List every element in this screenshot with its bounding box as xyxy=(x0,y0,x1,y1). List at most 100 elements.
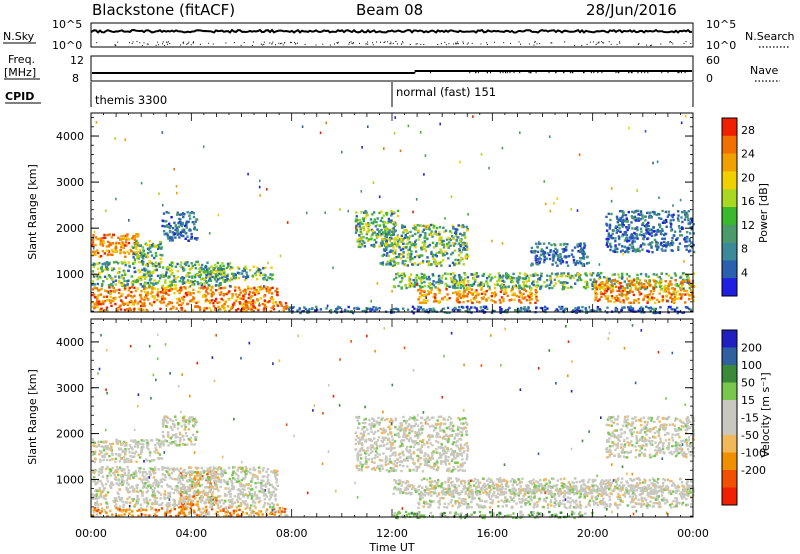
range-cell xyxy=(380,210,383,213)
range-cell xyxy=(151,468,154,471)
range-cell xyxy=(670,276,673,280)
nave-dot xyxy=(222,72,224,74)
range-cell xyxy=(228,290,231,293)
range-cell xyxy=(381,241,384,245)
range-cell xyxy=(132,256,135,259)
range-cell xyxy=(369,310,372,313)
range-cell xyxy=(385,240,388,243)
nave-dot xyxy=(583,72,584,74)
range-cell xyxy=(170,216,173,219)
range-cell xyxy=(214,275,218,278)
range-cell xyxy=(414,246,417,249)
range-cell xyxy=(423,275,427,278)
range-cell xyxy=(645,224,648,227)
range-cell xyxy=(153,245,156,248)
range-cell xyxy=(145,243,149,247)
nsearch-dot xyxy=(282,44,284,46)
range-cell xyxy=(152,476,156,479)
range-cell xyxy=(142,249,145,252)
range-cell xyxy=(658,311,662,315)
range-cell xyxy=(457,254,461,257)
range-cell xyxy=(665,272,668,276)
range-cell xyxy=(619,223,622,227)
range-cell xyxy=(435,264,438,268)
range-cell xyxy=(183,281,186,285)
range-cell xyxy=(612,229,616,232)
range-cell xyxy=(527,276,530,280)
nave-dot xyxy=(139,72,141,74)
range-cell xyxy=(189,507,192,510)
range-cell xyxy=(231,296,234,299)
range-cell xyxy=(376,235,379,238)
range-cell xyxy=(207,513,211,516)
range-cell xyxy=(155,514,158,518)
range-cell xyxy=(170,265,174,268)
range-cell xyxy=(223,303,226,306)
range-cell xyxy=(454,234,458,237)
range-cell xyxy=(147,297,150,301)
range-cell xyxy=(641,283,644,286)
range-cell xyxy=(222,267,226,271)
range-cell xyxy=(376,282,379,285)
range-cell xyxy=(595,310,598,313)
range-cell xyxy=(458,262,461,265)
range-cell xyxy=(646,294,649,297)
range-cell xyxy=(677,225,681,228)
range-cell xyxy=(452,282,455,286)
range-cell xyxy=(183,213,186,216)
range-cell xyxy=(650,234,654,238)
range-cell xyxy=(400,257,403,260)
range-cell xyxy=(549,277,552,280)
range-cell xyxy=(373,309,376,312)
range-cell xyxy=(220,471,224,475)
range-cell xyxy=(644,279,647,282)
range-cell xyxy=(543,258,546,261)
range-cell xyxy=(383,221,387,224)
range-cell xyxy=(598,277,601,280)
range-cell xyxy=(194,237,197,240)
range-cell xyxy=(490,311,494,315)
range-cell xyxy=(178,480,182,483)
range-cell xyxy=(149,486,153,489)
range-cell xyxy=(451,224,454,228)
range-cell xyxy=(497,278,500,282)
range-cell xyxy=(622,301,626,304)
range-cell xyxy=(93,283,96,286)
range-cell xyxy=(633,236,637,239)
range-cell xyxy=(607,235,610,238)
range-cell xyxy=(138,260,141,264)
range-cell xyxy=(382,248,386,251)
range-cell xyxy=(666,299,669,303)
range-cell xyxy=(551,253,555,256)
range-cell xyxy=(123,244,127,247)
range-cell xyxy=(273,510,276,513)
range-cell xyxy=(128,490,131,493)
range-cell xyxy=(372,222,375,225)
range-cell xyxy=(553,243,556,246)
range-cell xyxy=(311,307,314,310)
range-cell xyxy=(562,285,566,289)
range-cell xyxy=(423,240,427,243)
range-cell xyxy=(100,510,103,513)
nsearch-dot xyxy=(486,42,488,44)
range-cell xyxy=(605,282,608,285)
range-cell xyxy=(195,228,198,232)
range-cell xyxy=(510,278,513,282)
range-cell xyxy=(393,238,396,241)
range-cell xyxy=(451,261,455,264)
range-cell xyxy=(539,257,543,261)
range-cell xyxy=(621,233,625,236)
range-cell xyxy=(153,279,156,282)
nsearch-dot xyxy=(448,43,450,45)
range-cell xyxy=(580,247,583,250)
range-cell xyxy=(647,250,651,253)
range-cell xyxy=(589,272,592,276)
range-cell xyxy=(315,305,318,309)
range-cell xyxy=(97,294,100,297)
range-cell xyxy=(140,302,144,305)
range-cell xyxy=(191,503,195,506)
range-cell xyxy=(515,280,519,283)
range-cell xyxy=(402,239,404,242)
range-cell xyxy=(148,244,151,247)
range-cell xyxy=(489,273,492,276)
